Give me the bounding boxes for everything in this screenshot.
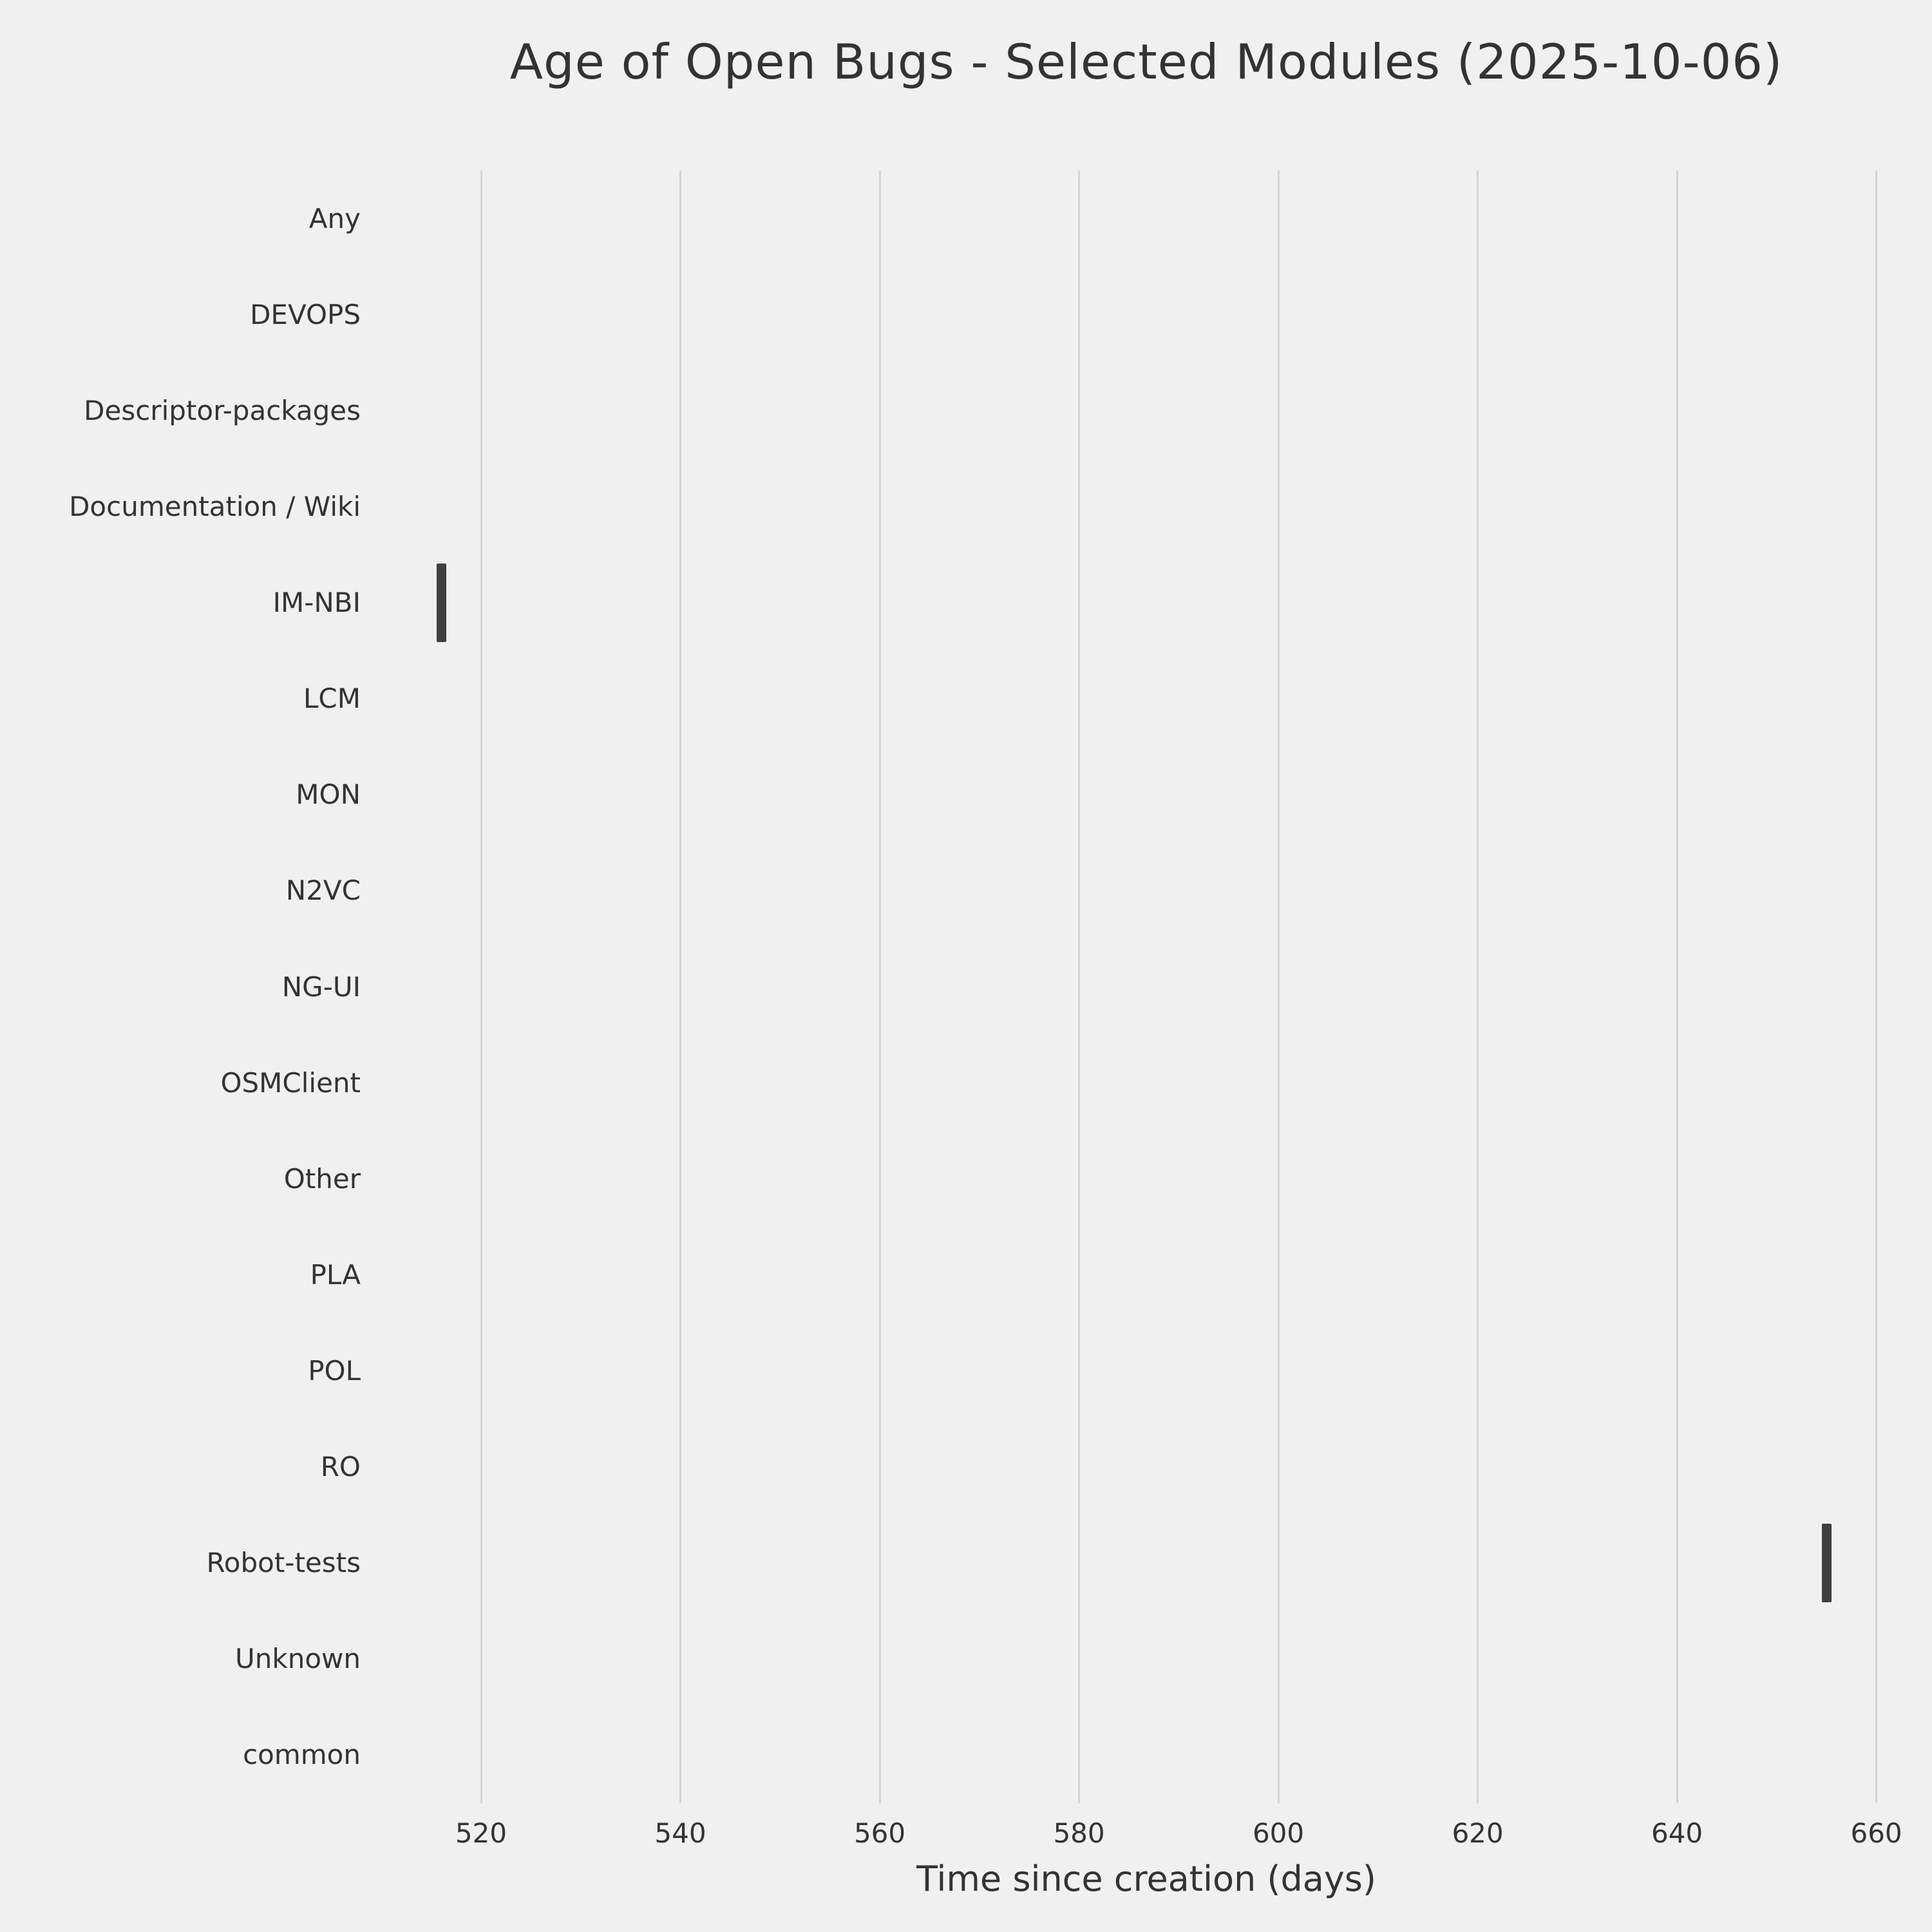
x-tick-label: 520 — [455, 1817, 507, 1849]
y-tick-label: N2VC — [285, 875, 361, 907]
y-tick-label: MON — [296, 779, 361, 811]
y-tick-label: IM-NBI — [272, 587, 361, 619]
y-tick-label: Other — [283, 1162, 361, 1195]
y-tick-label: NG-UI — [281, 971, 361, 1003]
x-axis-label: Time since creation (days) — [916, 1859, 1376, 1899]
gridline — [1676, 171, 1678, 1803]
gridline — [878, 171, 881, 1803]
y-tick-label: LCM — [303, 683, 361, 715]
x-tick-label: 580 — [1053, 1817, 1105, 1849]
x-tick-label: 560 — [853, 1817, 906, 1849]
gridline — [1277, 171, 1280, 1803]
y-tick-label: Robot-tests — [206, 1547, 361, 1579]
data-marker — [436, 564, 446, 643]
y-tick-label: POL — [308, 1354, 361, 1387]
x-tick-label: 540 — [654, 1817, 706, 1849]
y-tick-label: DEVOPS — [250, 298, 361, 330]
y-tick-label: PLA — [310, 1258, 361, 1291]
y-tick-label: Any — [308, 202, 361, 234]
x-tick-label: 620 — [1452, 1817, 1504, 1849]
y-tick-label: Descriptor-packages — [84, 394, 361, 426]
chart-title: Age of Open Bugs - Selected Modules (202… — [509, 33, 1783, 90]
gridline — [480, 171, 482, 1803]
x-tick-label: 600 — [1252, 1817, 1305, 1849]
data-marker — [1821, 1524, 1832, 1603]
y-tick-label: Unknown — [235, 1643, 361, 1675]
y-tick-label: RO — [320, 1451, 361, 1483]
y-tick-label: common — [243, 1739, 361, 1771]
x-tick-label: 640 — [1651, 1817, 1703, 1849]
gridline — [1477, 171, 1479, 1803]
gridline — [1875, 171, 1878, 1803]
gridline — [1078, 171, 1081, 1803]
y-tick-label: OSMClient — [220, 1066, 361, 1099]
y-tick-label: Documentation / Wiki — [69, 490, 361, 522]
gridline — [679, 171, 682, 1803]
x-tick-label: 660 — [1850, 1817, 1902, 1849]
